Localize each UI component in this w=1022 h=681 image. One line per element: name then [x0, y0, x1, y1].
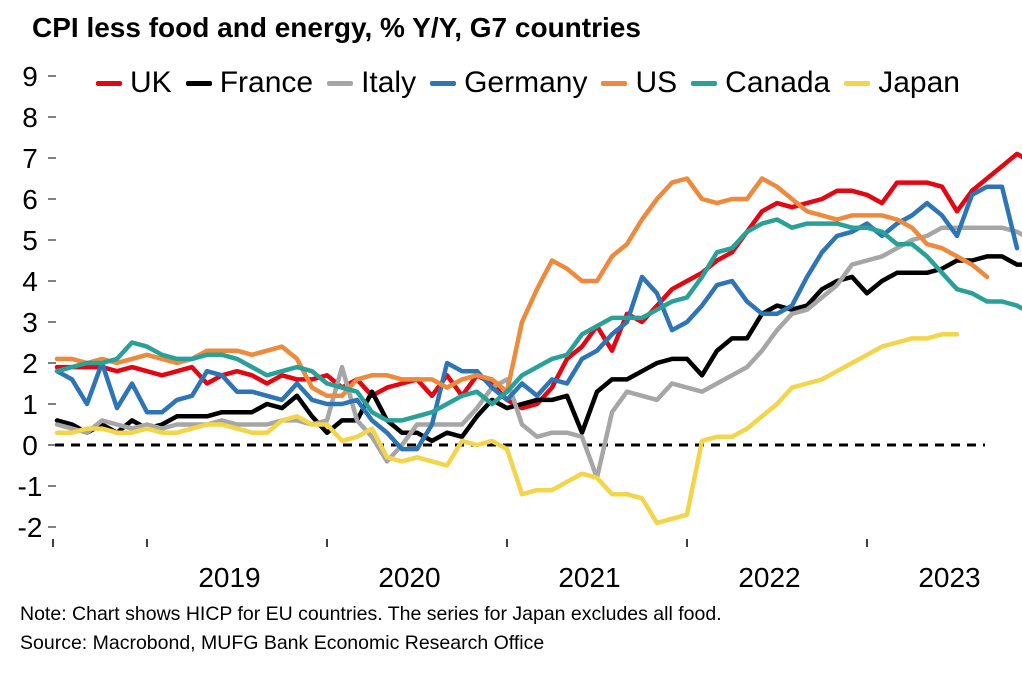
legend-item-japan: Japan	[844, 66, 960, 100]
chart-source: Source: Macrobond, MUFG Bank Economic Re…	[20, 632, 545, 654]
legend-swatch	[185, 80, 212, 86]
legend-item-us: US	[601, 66, 677, 100]
legend-label: Japan	[878, 66, 960, 99]
series-line-japan	[54, 332, 960, 526]
y-tick-label: -2	[18, 512, 43, 543]
chart-note: Note: Chart shows HICP for EU countries.…	[20, 603, 722, 625]
y-tick-label: 8	[22, 102, 38, 133]
legend-item-uk: UK	[96, 66, 172, 100]
chart-title: CPI less food and energy, % Y/Y, G7 coun…	[32, 12, 641, 43]
legend-label: Canada	[725, 66, 831, 99]
x-tick-label: 2019	[198, 562, 260, 593]
series-line-uk	[54, 151, 1022, 411]
series-line-canada	[54, 217, 1022, 423]
legend-label: France	[219, 66, 314, 99]
x-tick-label: 2023	[918, 562, 980, 593]
legend-swatch	[844, 80, 871, 86]
y-tick-label: 2	[22, 348, 38, 379]
legend-swatch	[601, 80, 628, 86]
y-tick-label: -1	[18, 471, 43, 502]
series-line-france	[54, 254, 1022, 444]
legend-swatch	[327, 80, 354, 86]
legend: UK France Italy Germany US Canada Japan	[96, 66, 960, 100]
legend-item-france: France	[185, 66, 314, 100]
y-tick-label: 7	[22, 143, 38, 174]
x-tick-label: 2020	[378, 562, 440, 593]
legend-label: US	[635, 66, 678, 99]
x-tick-label: 2022	[738, 562, 800, 593]
y-tick-label: 1	[22, 389, 38, 420]
y-tick-label: 0	[22, 430, 38, 461]
legend-label: Germany	[464, 66, 588, 99]
legend-swatch	[96, 80, 122, 86]
x-tick-label: 2021	[558, 562, 620, 593]
legend-label: Italy	[361, 66, 417, 99]
series-line-germany	[54, 184, 1020, 452]
y-tick-label: 4	[22, 266, 38, 297]
series-line-us	[54, 176, 990, 399]
legend-swatch	[691, 80, 718, 86]
legend-swatch	[430, 80, 457, 86]
legend-item-canada: Canada	[691, 66, 830, 100]
legend-item-germany: Germany	[430, 66, 587, 100]
y-tick-label: 5	[22, 225, 38, 256]
legend-item-italy: Italy	[327, 66, 416, 100]
y-tick-label: 6	[22, 184, 38, 215]
legend-label: UK	[130, 66, 172, 99]
y-tick-label: 3	[22, 307, 38, 338]
y-tick-label: 9	[22, 61, 38, 92]
